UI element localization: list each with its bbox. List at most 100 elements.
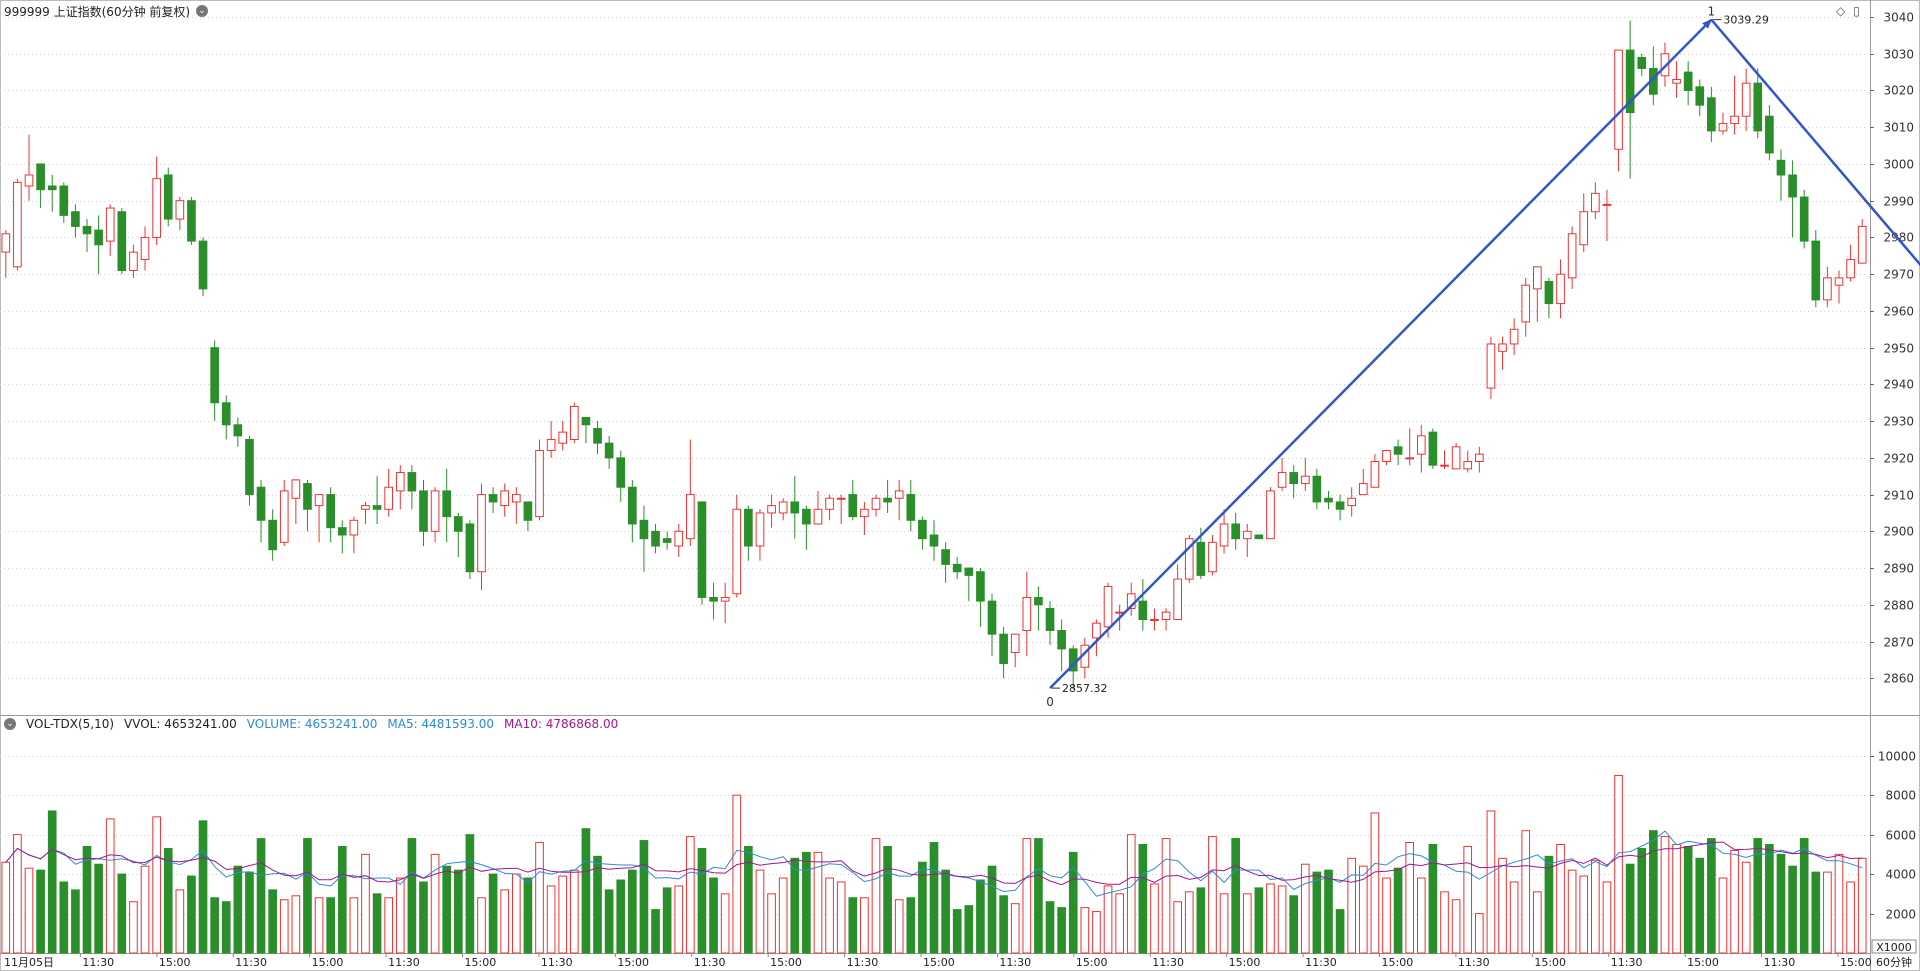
volume-bar [1649,830,1658,954]
candle-body [349,519,359,536]
volume-group [1,774,1867,954]
candle-body [1382,450,1391,463]
volume-bar [1219,893,1229,954]
diamond-icon[interactable]: ◇ [1836,4,1846,18]
volume-bar [1614,774,1623,954]
volume-bar [268,889,277,954]
candle-body [825,497,834,510]
volume-bar [802,851,811,954]
time-tick-label: 15:00 [1229,956,1261,969]
volume-bar [1591,859,1600,954]
volume-bar [674,885,684,954]
price-tick-label: 3010 [1883,121,1914,135]
candle-body [987,600,997,635]
volume-bar [175,889,185,954]
candle-body [453,516,463,532]
candle-body [129,251,138,271]
volume-bar [36,869,45,954]
candle-body [117,211,127,271]
time-tick-label: 15:00 [1076,956,1108,969]
candle-body [604,442,614,459]
volume-bar [871,838,881,954]
volume-bar [1625,863,1635,954]
volume-bar [1370,812,1380,954]
volume-bar [500,889,510,954]
candle-body [848,494,858,518]
candle-body [395,472,405,492]
volume-bar [1161,838,1171,954]
chevron-down-icon[interactable]: ⌄ [196,5,209,17]
volume-bar [1556,844,1565,954]
candle-body [813,508,823,525]
volume-bar [152,816,161,954]
time-tick-label: 15:00 [312,956,344,969]
time-tick-label: 11月05日 [4,956,54,969]
price-tick-label: 2990 [1883,195,1914,209]
price-tick-label: 2870 [1883,636,1914,650]
candle-body [744,508,753,547]
volume-bar [790,857,800,954]
candle-body [802,508,811,525]
volume-bar [1474,913,1484,954]
time-tick-label: 11:30 [1764,956,1796,969]
volume-bar [198,820,208,954]
volume-bar [1196,887,1206,954]
volume-bar [488,873,498,954]
candle-body [210,347,219,404]
volume-bar [744,845,753,954]
volume-tick-label: 10000 [1878,750,1916,764]
volume-tick-label: 6000 [1885,829,1916,843]
time-tick-label: 15:00 [465,956,497,969]
volume-bar [291,895,301,954]
candle-body [1428,431,1438,466]
volume-bar [952,909,962,954]
volume-bar [1300,863,1310,954]
candle-body [929,534,939,547]
volume-bar [407,838,417,954]
volume-bar [1393,867,1403,954]
candle-body [1730,115,1739,125]
volume-bar [1533,891,1542,954]
candle-body [1533,266,1542,290]
chevron-down-icon[interactable]: ⌄ [4,718,16,730]
volume-bar [1660,836,1670,954]
volume-bar [813,851,823,954]
candle-body [976,571,985,602]
indicator-vvol: VVOL: 4653241.00 [124,717,237,731]
candle-body [1695,86,1705,106]
candle-body [1208,541,1217,573]
volume-bar [778,877,788,954]
volume-bar [709,877,718,954]
volume-bar [1057,907,1066,954]
volume-bar [1428,844,1438,954]
volume-bar [1637,847,1647,954]
candle-body [1672,78,1681,84]
time-tick-label: 11:30 [694,956,726,969]
candle-body [1591,192,1600,213]
candle-body [407,472,417,492]
chart-header: 999999 上证指数(60分钟 前复权) ⌄ [0,0,209,22]
candle-body [1567,233,1577,279]
volume-bar [523,877,533,954]
wave-point-label: 0 [1046,695,1054,709]
volume-bar [1579,875,1589,954]
candle-body [361,505,370,510]
volume-bar [1184,891,1194,954]
candle-body [964,567,974,576]
volume-bar [1138,844,1148,954]
panel-toggle-icon[interactable]: ▯ [1853,4,1860,18]
candle-body [1277,472,1287,488]
time-tick-label: 11:30 [1458,956,1490,969]
volume-bar [337,845,347,954]
candle-body [1451,446,1461,470]
candle-body [477,494,486,573]
candle-body [732,508,742,595]
candle-body [465,523,475,573]
candle-body [94,229,103,246]
candle-body [628,486,637,525]
volume-bar [1045,901,1055,954]
volume-bar [187,875,196,954]
volume-bar [1126,834,1136,954]
